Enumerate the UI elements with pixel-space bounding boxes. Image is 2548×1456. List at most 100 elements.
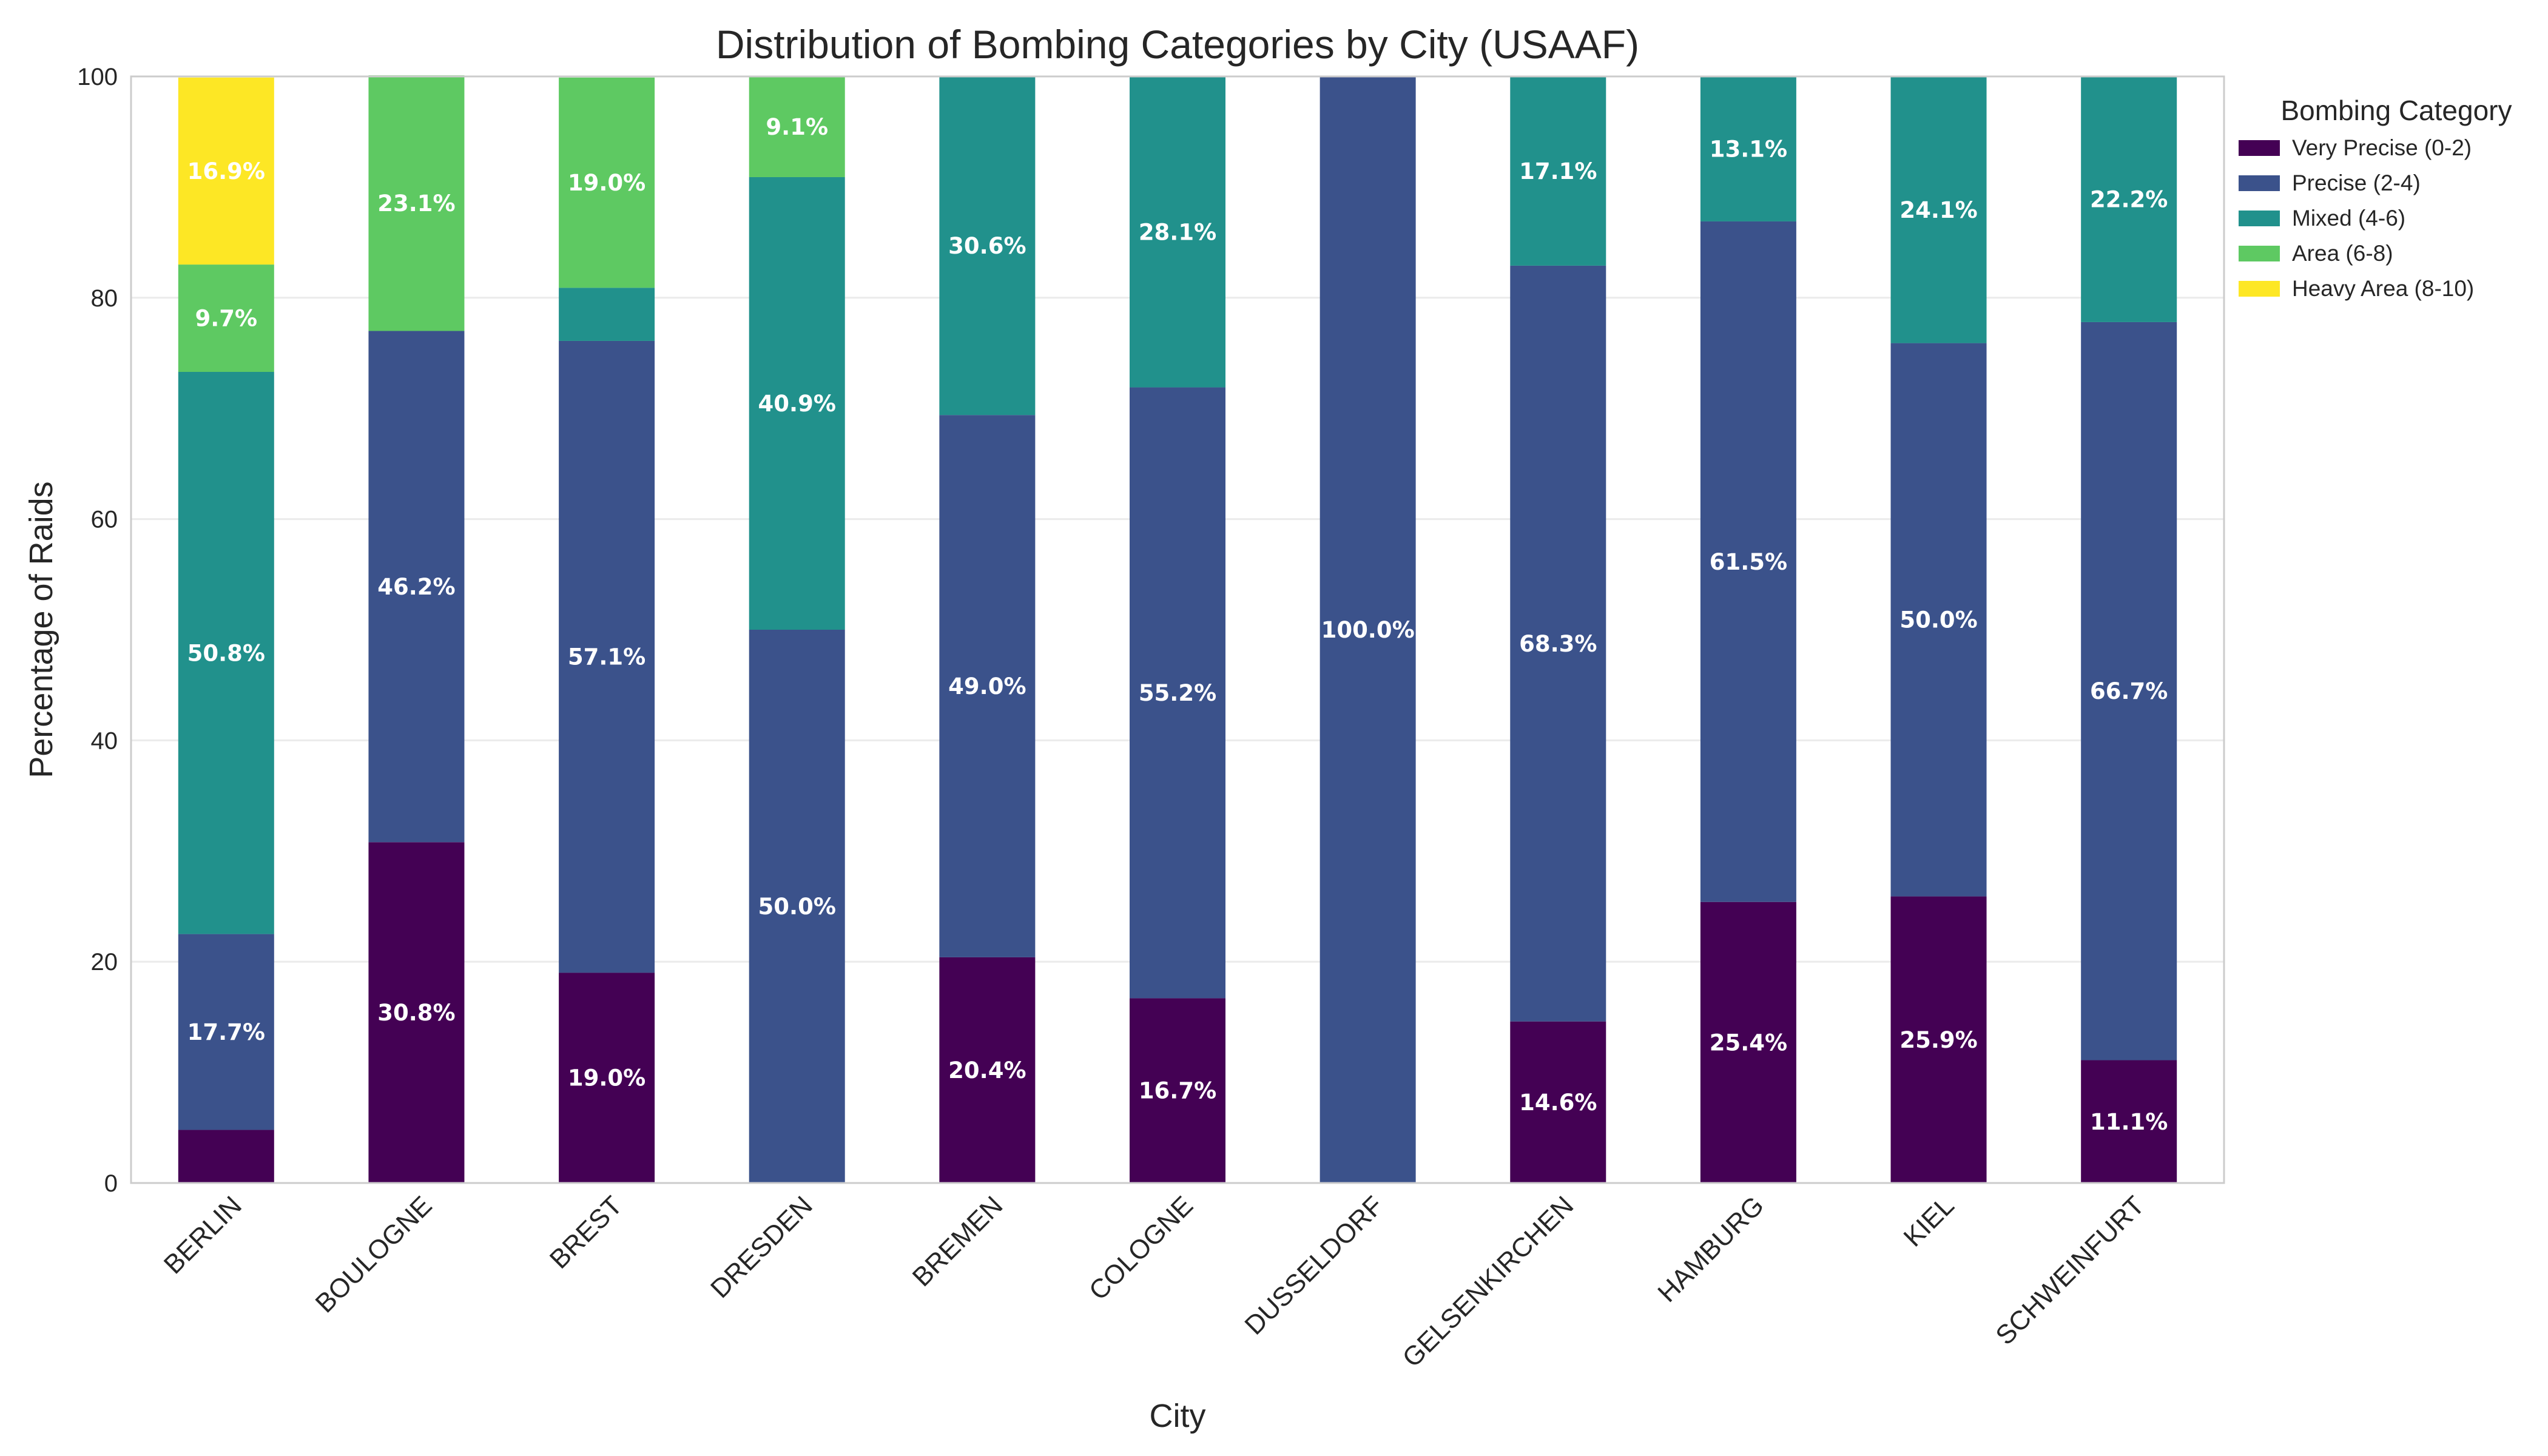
bar-segment [178, 372, 274, 934]
legend-entry: Area (6-8) [2292, 241, 2393, 266]
data-label: 13.1% [1710, 136, 1787, 162]
bar-segment [178, 77, 274, 265]
x-axis-label: City [1150, 1398, 1206, 1434]
data-label: 68.3% [1519, 631, 1597, 657]
data-label: 14.6% [1519, 1090, 1597, 1116]
legend-swatch [2239, 140, 2280, 156]
y-tick-label: 0 [104, 1170, 118, 1197]
legend-entry: Heavy Area (8-10) [2292, 276, 2474, 301]
data-label: 66.7% [2090, 678, 2168, 704]
x-tick-label: BOULOGNE [310, 1190, 438, 1318]
bar-segment [1510, 1021, 1606, 1183]
bar-segment [178, 934, 274, 1130]
data-label: 22.2% [2090, 186, 2168, 212]
bar-segment [1890, 76, 1987, 343]
legend: Bombing Category Very Precise (0-2) Preci… [2239, 95, 2512, 301]
data-label: 30.6% [948, 233, 1026, 259]
x-tick-label: KIEL [1898, 1190, 1960, 1252]
bar-segment [2081, 76, 2177, 322]
bar-segment [368, 842, 465, 1183]
data-label: 16.9% [187, 158, 265, 184]
bar-segment [1510, 76, 1606, 266]
data-label: 55.2% [1139, 680, 1216, 706]
data-label: 20.4% [948, 1057, 1026, 1084]
data-label: 19.0% [568, 170, 645, 196]
bar-segment [939, 76, 1036, 416]
bar-segment [559, 288, 655, 341]
data-label: 46.2% [377, 574, 455, 600]
x-tick-label: GELSENKIRCHEN [1397, 1190, 1579, 1373]
data-label: 61.5% [1710, 549, 1787, 575]
bar-segment [178, 265, 274, 372]
bar-segment [368, 331, 465, 843]
bar-segment [749, 630, 845, 1183]
bar-segment [1130, 998, 1225, 1183]
x-tick-label: HAMBURG [1652, 1190, 1770, 1308]
bar-segment [1320, 76, 1416, 1183]
bar-segment [1700, 221, 1796, 902]
chart-title: Distribution of Bombing Categories by Ci… [716, 22, 1639, 67]
legend-swatch [2239, 246, 2280, 261]
bar-segment [2081, 1060, 2177, 1183]
x-tick-label: BREMEN [907, 1190, 1009, 1292]
bar-segment [178, 1130, 274, 1183]
legend-swatch [2239, 175, 2280, 191]
data-label: 50.0% [1899, 607, 1977, 633]
bar-segment [559, 972, 655, 1183]
data-label: 24.1% [1899, 197, 1977, 223]
data-label: 17.1% [1519, 158, 1597, 184]
data-label: 57.1% [568, 644, 645, 670]
bar-segment [1890, 343, 1987, 897]
data-label: 100.0% [1321, 617, 1415, 643]
x-tick-label: BERLIN [158, 1190, 248, 1279]
plot-frame [130, 75, 2225, 1184]
bar-segment [559, 340, 655, 973]
y-tick-label: 60 [91, 507, 118, 533]
data-label: 25.4% [1710, 1030, 1787, 1056]
data-label: 49.0% [948, 673, 1026, 699]
legend-entry: Mixed (4-6) [2292, 206, 2405, 231]
bar-segment [939, 415, 1036, 957]
legend-entry: Precise (2-4) [2292, 170, 2421, 195]
bar-segment [749, 177, 845, 630]
bar-segment [1890, 896, 1987, 1183]
y-tick-label: 100 [77, 64, 118, 90]
data-label: 16.7% [1139, 1078, 1216, 1104]
x-tick-label: BREST [544, 1190, 628, 1274]
bar-segment [1700, 76, 1796, 221]
legend-title: Bombing Category [2281, 95, 2512, 126]
x-axis-ticks: BERLIN BOULOGNE BREST DRESDEN BREMEN COLOGNE D… [158, 1190, 2150, 1373]
legend-swatch [2239, 281, 2280, 297]
data-label: 9.1% [766, 114, 828, 140]
data-label: 40.9% [758, 391, 836, 417]
data-label: 9.7% [195, 306, 258, 332]
y-axis-ticks: 0 20 40 60 80 100 [77, 64, 118, 1197]
data-label: 19.0% [568, 1065, 645, 1091]
data-label: 30.8% [377, 1000, 455, 1026]
y-axis-label: Percentage of Raids [23, 481, 59, 778]
data-label: 23.1% [377, 190, 455, 217]
bar-segment [939, 957, 1036, 1183]
data-label: 11.1% [2090, 1109, 2168, 1135]
bar-segment [559, 77, 655, 288]
y-tick-label: 20 [91, 949, 118, 976]
x-tick-label: COLOGNE [1084, 1190, 1199, 1306]
x-tick-label: DRESDEN [705, 1190, 818, 1304]
legend-swatch [2239, 211, 2280, 226]
y-tick-label: 40 [91, 727, 118, 754]
data-label: 17.7% [187, 1019, 265, 1045]
data-labels: 17.7% 50.8% 9.7% 16.9% 30.8% 46.2% 23.1% 19.0% 5… [187, 114, 2168, 1135]
bar-segment [2081, 322, 2177, 1060]
y-tick-label: 80 [91, 285, 118, 312]
data-label: 50.0% [758, 894, 836, 920]
bars [178, 75, 2177, 1183]
data-label: 25.9% [1899, 1027, 1977, 1053]
bar-segment [1130, 387, 1225, 999]
data-label: 50.8% [187, 640, 265, 666]
legend-entry: Very Precise (0-2) [2292, 135, 2472, 160]
x-tick-label: SCHWEINFURT [1990, 1190, 2150, 1350]
bar-segment [368, 75, 465, 331]
x-tick-label: DUSSELDORF [1239, 1190, 1389, 1340]
bar-segment [1510, 265, 1606, 1022]
